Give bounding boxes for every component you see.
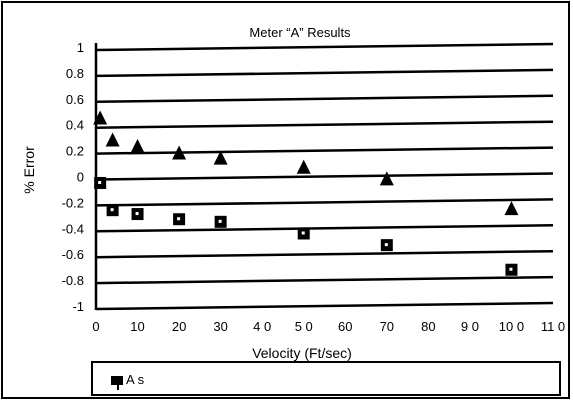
y-gridline (95, 120, 554, 129)
triangle-marker (504, 201, 519, 216)
tick-labels: 1 0.8 0.6 0.4 0.2 0 -0.2 -0.4 -0.6 -0.8 -1 0 10 20 30 4… (62, 40, 566, 334)
triangle-marker (93, 110, 108, 125)
y-gridline (95, 224, 554, 233)
y-tick-label: 0.4 (66, 118, 84, 133)
square-marker-highlight (110, 208, 114, 212)
x-tick-label: 11 0 (541, 319, 565, 334)
y-tick-label: -0.8 (62, 273, 84, 288)
y-tick-label: -0.6 (62, 247, 84, 262)
y-tick-label: 1 (77, 40, 84, 55)
x-tick-label: 10 0 (499, 319, 524, 334)
y-gridline (95, 275, 554, 285)
x-tick-label: 20 (172, 319, 186, 334)
y-gridline (95, 249, 554, 259)
square-marker-highlight (135, 212, 139, 216)
y-gridline (95, 94, 554, 104)
x-axis-label: Velocity (Ft/sec) (252, 345, 352, 361)
triangle-marker (105, 132, 120, 147)
x-tick-label: 5 0 (295, 319, 313, 334)
y-gridline (95, 198, 554, 207)
legend-marker (111, 376, 123, 390)
x-tick-label: 9 0 (461, 319, 479, 334)
square-marker-highlight (177, 217, 181, 221)
y-tick-label: -0.4 (62, 221, 84, 236)
y-gridline (95, 42, 554, 52)
x-tick-label: 60 (338, 319, 352, 334)
y-tick-label: 0.2 (66, 144, 84, 159)
triangle-marker (130, 139, 145, 154)
triangle-marker (213, 150, 228, 165)
square-marker-highlight (301, 231, 305, 235)
x-tick-label: 70 (380, 319, 394, 334)
x-tick-label: 4 0 (253, 319, 271, 334)
triangle-marker (379, 171, 394, 186)
data-markers (93, 110, 519, 276)
x-tick-label: 80 (421, 319, 435, 334)
chart-title: Meter “A” Results (249, 25, 351, 40)
y-gridline (95, 68, 554, 78)
triangle-marker (172, 145, 187, 160)
y-gridline (95, 301, 554, 311)
square-marker-highlight (384, 243, 388, 247)
y-axis-label: % Error (21, 146, 37, 194)
y-tick-label: 0.8 (66, 66, 84, 81)
triangle-marker (296, 159, 311, 174)
square-marker-highlight (509, 267, 513, 271)
square-marker-highlight (98, 180, 102, 184)
y-tick-label: 0.6 (66, 92, 84, 107)
y-gridline (95, 172, 554, 181)
legend-square-swatch (111, 376, 123, 385)
square-marker-highlight (218, 219, 222, 223)
y-tick-label: -1 (72, 299, 84, 314)
y-tick-label: 0 (77, 170, 84, 185)
y-gridline (95, 146, 554, 155)
legend-box (91, 361, 561, 396)
x-tick-label: 30 (213, 319, 227, 334)
x-tick-label: 10 (130, 319, 144, 334)
legend-label: A s (126, 372, 145, 387)
x-tick-label: 0 (92, 319, 99, 334)
y-tick-label: -0.2 (62, 195, 84, 210)
grid-lines (94, 42, 554, 311)
